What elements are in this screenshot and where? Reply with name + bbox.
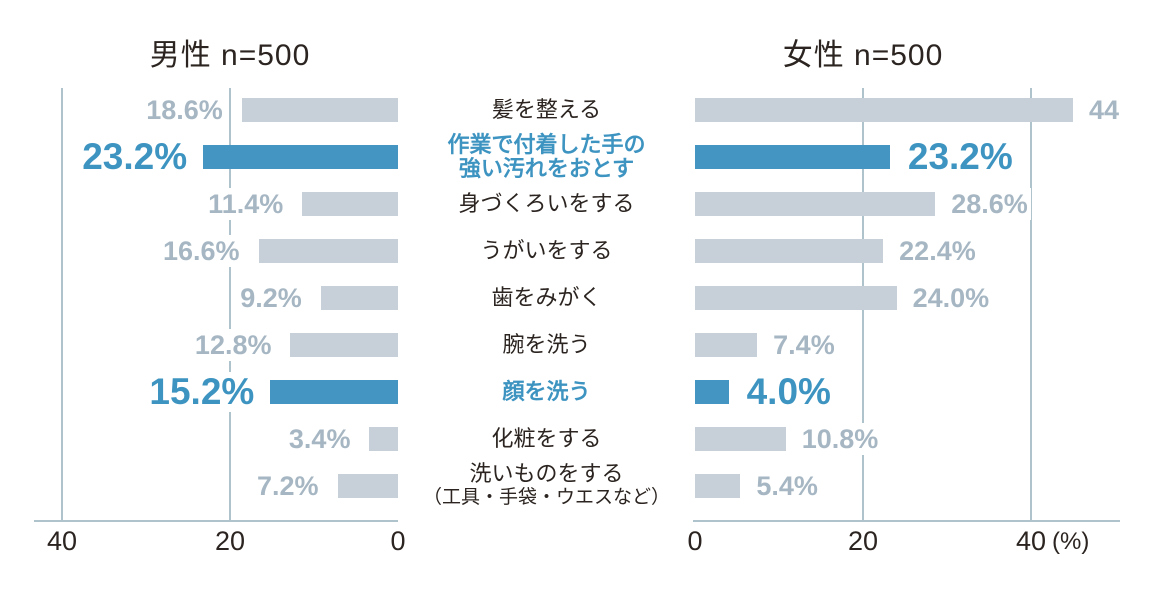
category-label-4: 歯をみがく: [400, 286, 693, 310]
category-label-line: 作業で付着した手の: [447, 132, 646, 157]
left-chart-title: 男性 n=500: [149, 39, 311, 72]
male-value-1: 23.2%: [79, 136, 191, 177]
male-bar-7: [369, 427, 398, 451]
male-value-0: 18.6%: [143, 94, 226, 126]
male-value-6: 15.2%: [146, 371, 258, 412]
left-axis-tick-20: 20: [214, 526, 246, 556]
right-chart-title: 女性 n=500: [782, 39, 944, 72]
category-label-line: 身づくろいをする: [458, 191, 635, 216]
female-value-3: 22.4%: [896, 235, 979, 267]
category-label-line: 腕を洗う: [502, 332, 591, 357]
female-value-7: 10.8%: [798, 423, 882, 455]
female-value-8: 5.4%: [753, 470, 821, 502]
category-label-line: うがいをする: [480, 238, 613, 263]
right-axis-tick-0: 0: [687, 526, 703, 556]
male-value-3: 16.6%: [160, 235, 243, 267]
male-value-2: 11.4%: [205, 188, 287, 220]
female-value-4: 24.0%: [909, 282, 993, 314]
left-gridline-20: [229, 88, 231, 520]
male-bar-3: [258, 239, 398, 263]
left-axis-line: [34, 520, 398, 522]
male-value-7: 3.4%: [285, 423, 354, 455]
category-label-5: 腕を洗う: [400, 333, 693, 357]
category-label-line: 髪を整える: [491, 97, 602, 122]
category-label-0: 髪を整える: [400, 98, 693, 122]
left-axis-tick-0: 0: [390, 526, 406, 556]
female-value-1: 23.2%: [904, 136, 1016, 177]
male-bar-1: [203, 145, 398, 169]
female-bar-4: [695, 286, 897, 310]
male-value-5: 12.8%: [191, 329, 275, 361]
category-label-line: 強い汚れをおとす: [458, 156, 635, 181]
female-value-0: 44: [1086, 94, 1123, 126]
category-label-2: 身づくろいをする: [400, 192, 693, 216]
category-label-3: うがいをする: [400, 239, 693, 263]
female-bar-5: [695, 333, 758, 357]
right-gridline-40: [1030, 88, 1032, 520]
female-bar-3: [695, 239, 884, 263]
category-label-8: 洗いものをする （工具・手袋・ウエスなど）: [400, 462, 693, 510]
female-value-2: 28.6%: [948, 188, 1031, 220]
male-value-4: 9.2%: [237, 282, 305, 314]
female-bar-6: [695, 380, 729, 404]
male-bar-5: [290, 333, 398, 357]
male-bar-4: [320, 286, 398, 310]
female-value-6: 4.0%: [743, 371, 834, 412]
right-axis-tick-20: 20: [847, 526, 879, 556]
male-bar-6: [270, 380, 398, 404]
left-gridline-40: [61, 88, 63, 520]
category-label-6: 顔を洗う: [400, 380, 693, 404]
category-label-7: 化粧をする: [400, 427, 693, 451]
male-value-8: 7.2%: [253, 470, 322, 502]
category-label-line: 歯をみがく: [491, 285, 602, 310]
female-bar-0: [695, 98, 1073, 122]
category-label-1: 作業で付着した手の 強い汚れをおとす: [400, 133, 693, 181]
male-bar-2: [302, 192, 398, 216]
female-bar-1: [695, 145, 890, 169]
right-axis-tick-40: 40: [1015, 526, 1047, 556]
category-label-line: 洗いものをする: [469, 461, 624, 486]
category-label-line: 化粧をする: [491, 426, 602, 451]
female-bar-7: [695, 427, 786, 451]
axis-unit-label: (%): [1052, 528, 1090, 555]
male-bar-8: [337, 474, 398, 498]
female-bar-8: [695, 474, 741, 498]
category-label-line: （工具・手袋・ウエスなど）: [422, 487, 670, 508]
left-axis-tick-40: 40: [46, 526, 78, 556]
right-axis-line: [693, 520, 1120, 522]
female-bar-2: [695, 192, 936, 216]
male-bar-0: [241, 98, 398, 122]
female-value-5: 7.4%: [770, 329, 838, 361]
category-label-line: 顔を洗う: [502, 379, 591, 404]
